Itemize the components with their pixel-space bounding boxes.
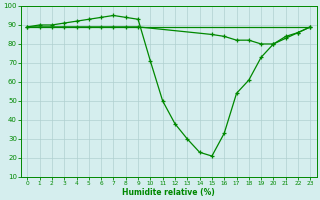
X-axis label: Humidite relative (%): Humidite relative (%) — [123, 188, 215, 197]
